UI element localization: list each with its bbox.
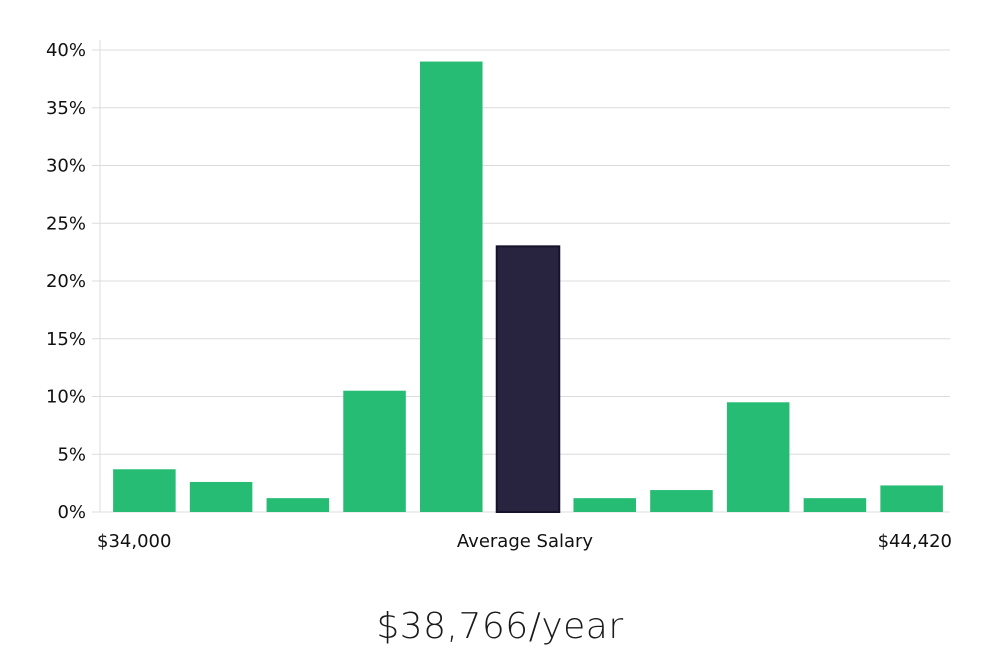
bar bbox=[650, 490, 713, 512]
bar bbox=[266, 498, 330, 512]
y-tick-label: 10% bbox=[46, 387, 86, 408]
y-tick-label: 0% bbox=[57, 502, 86, 523]
y-axis-ticks: 0% 5% 10% 15% 20% 25% 30% 35% 40% bbox=[46, 40, 100, 523]
y-tick-label: 30% bbox=[46, 156, 86, 177]
bar bbox=[880, 485, 943, 512]
y-tick-label: 15% bbox=[46, 329, 86, 350]
bar bbox=[803, 498, 867, 512]
x-axis-max-label: $44,420 bbox=[878, 531, 952, 552]
bar bbox=[573, 498, 636, 512]
y-tick-label: 20% bbox=[46, 271, 86, 292]
bar bbox=[113, 469, 176, 512]
average-salary-value: $38,766/year bbox=[376, 606, 624, 647]
x-axis-title: Average Salary bbox=[457, 531, 594, 552]
x-axis-min-label: $34,000 bbox=[97, 531, 171, 552]
bar bbox=[343, 390, 406, 512]
y-tick-label: 40% bbox=[46, 40, 86, 61]
bar-highlight bbox=[495, 245, 561, 513]
y-tick-label: 35% bbox=[46, 98, 86, 119]
bars bbox=[113, 61, 943, 513]
bar bbox=[726, 402, 790, 512]
y-tick-label: 5% bbox=[57, 444, 86, 465]
y-tick-label: 25% bbox=[46, 213, 86, 234]
bar bbox=[189, 481, 253, 512]
bar bbox=[420, 61, 483, 513]
